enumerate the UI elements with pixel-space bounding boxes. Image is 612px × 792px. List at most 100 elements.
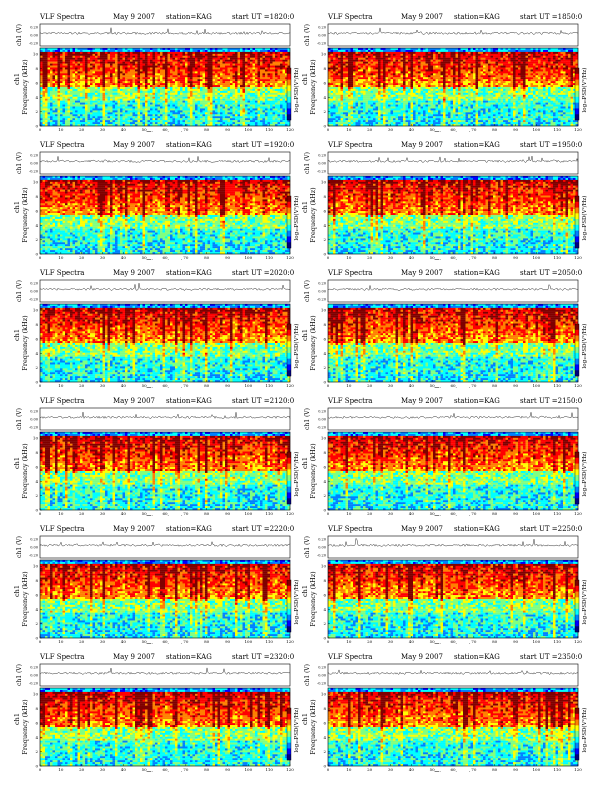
colorbar — [286, 579, 292, 633]
channel-axis-label: ch1 — [13, 73, 21, 85]
y-tick-label: 10 — [33, 564, 39, 569]
waveform-frame — [39, 151, 291, 175]
spectrum-panel: VLF Spectra May 9 2007 station=KAG start UT… — [0, 640, 306, 772]
colorbar — [286, 451, 292, 505]
panel-station: station=KAG — [454, 269, 500, 277]
x-tick-label: 120 — [574, 639, 582, 644]
x-tick-label: 70 — [183, 255, 189, 260]
x-tick-label: 50 — [142, 127, 148, 132]
x-tick-label: 20 — [79, 127, 85, 132]
waveform-tick-label: 0.20 — [318, 666, 326, 670]
x-tick-label: 50 — [142, 767, 148, 772]
x-tick-label: 50 — [142, 255, 148, 260]
x-tick-label: 20 — [367, 639, 373, 644]
x-tick-label: 90 — [225, 383, 231, 388]
y-tick-label: 10 — [33, 52, 39, 57]
x-tick-label: 80 — [204, 255, 210, 260]
y-tick-label: 8 — [35, 194, 38, 199]
x-tick-label: 30 — [388, 383, 394, 388]
x-tick-label: 120 — [286, 383, 294, 388]
x-tick-label: 0 — [39, 511, 42, 516]
y-tick-label: 8 — [323, 706, 326, 711]
panel-station: station=KAG — [454, 141, 500, 149]
panel-date: May 9 2007 — [401, 397, 443, 405]
waveform-tick-label: -0.20 — [317, 554, 326, 558]
y-tick-label: 10 — [33, 308, 39, 313]
x-tick-label: 110 — [265, 255, 273, 260]
x-tick-label: 30 — [388, 127, 394, 132]
frequency-axis-label: Frequency (kHz) — [21, 187, 29, 243]
x-tick-label: 70 — [471, 639, 477, 644]
colorbar-label: log₁₀PSD(V²/Hz) — [293, 708, 300, 753]
colorbar-label: log₁₀PSD(V²/Hz) — [581, 324, 588, 369]
channel-axis-label: ch1 — [301, 73, 309, 85]
y-tick-label: 0 — [35, 252, 38, 257]
spectrum-panel: VLF Spectra May 9 2007 station=KAG start UT… — [288, 256, 594, 388]
waveform-tick-label: -0.20 — [29, 42, 38, 46]
y-tick-label: 0 — [35, 508, 38, 513]
frequency-axis-label: Frequency (kHz) — [309, 443, 317, 499]
colorbar-label: log₁₀PSD(V²/Hz) — [293, 324, 300, 369]
x-tick-label: 80 — [204, 127, 210, 132]
panel-chart: 0.20 0.00 -0.20 ch1 (V) 0 2 4 6 8 10 ch1 Frequency … — [301, 663, 588, 772]
y-tick-label: 2 — [35, 493, 38, 498]
waveform-tick-label: -0.20 — [317, 42, 326, 46]
y-tick-label: 4 — [35, 735, 38, 740]
waveform-tick-label: -0.20 — [29, 682, 38, 686]
x-tick-label: 10 — [346, 255, 352, 260]
spectrogram-image — [40, 176, 291, 255]
waveform-tick-label: 0.00 — [30, 546, 38, 550]
waveform-axis-label: ch1 (V) — [304, 664, 311, 686]
waveform-axis-label: ch1 (V) — [304, 152, 311, 174]
waveform-tick-label: 0.20 — [30, 538, 38, 542]
y-tick-label: 4 — [323, 351, 326, 356]
panel-chart: 0.20 0.00 -0.20 ch1 (V) 0 2 4 6 8 10 ch1 Frequency … — [301, 407, 588, 516]
waveform-tick-label: -0.20 — [29, 554, 38, 558]
spectrum-panel: VLF Spectra May 9 2007 station=KAG start UT… — [288, 0, 594, 132]
spectrum-panel: VLF Spectra May 9 2007 station=KAG start UT… — [288, 128, 594, 260]
y-tick-label: 8 — [35, 578, 38, 583]
spectrogram-image — [328, 432, 579, 511]
y-tick-label: 0 — [35, 380, 38, 385]
waveform-axis-label: ch1 (V) — [16, 536, 23, 558]
waveform-axis-label: ch1 (V) — [304, 408, 311, 430]
x-tick-label: 80 — [204, 511, 210, 516]
x-tick-label: 90 — [513, 767, 519, 772]
x-tick-label: 90 — [513, 383, 519, 388]
y-tick-label: 6 — [35, 592, 38, 597]
y-tick-label: 6 — [35, 464, 38, 469]
waveform-frame — [327, 279, 579, 303]
x-tick-label: 80 — [492, 383, 498, 388]
x-tick-label: 20 — [79, 511, 85, 516]
panel-title: VLF Spectra — [328, 653, 372, 661]
y-tick-label: 2 — [323, 237, 326, 242]
x-tick-label: 40 — [121, 127, 127, 132]
spectrum-panel: VLF Spectra May 9 2007 station=KAG start UT… — [288, 640, 594, 772]
spectrogram-image — [40, 688, 291, 767]
y-tick-label: 4 — [323, 223, 326, 228]
panel-title: VLF Spectra — [40, 141, 84, 149]
x-tick-label: 40 — [409, 383, 415, 388]
panel-title: VLF Spectra — [328, 141, 372, 149]
panel-date: May 9 2007 — [113, 397, 155, 405]
waveform-frame — [327, 407, 579, 431]
y-tick-label: 4 — [323, 735, 326, 740]
channel-axis-label: ch1 — [301, 201, 309, 213]
waveform-tick-label: 0.20 — [30, 154, 38, 158]
x-tick-label: 50 — [142, 639, 148, 644]
waveform-tick-label: 0.20 — [30, 26, 38, 30]
x-tick-label: 10 — [58, 383, 64, 388]
x-tick-label: 70 — [471, 255, 477, 260]
x-tick-label: 100 — [533, 511, 541, 516]
x-tick-label: 60 — [162, 383, 168, 388]
x-tick-label: 40 — [409, 639, 415, 644]
waveform-trace — [327, 27, 579, 35]
x-tick-label: 70 — [183, 511, 189, 516]
x-tick-label: 100 — [533, 127, 541, 132]
x-tick-label: 110 — [265, 127, 273, 132]
y-tick-label: 10 — [321, 180, 327, 185]
panel-start-time: start UT =1950:0 — [520, 141, 582, 149]
channel-axis-label: ch1 — [13, 457, 21, 469]
y-tick-label: 8 — [35, 706, 38, 711]
colorbar — [574, 579, 580, 633]
